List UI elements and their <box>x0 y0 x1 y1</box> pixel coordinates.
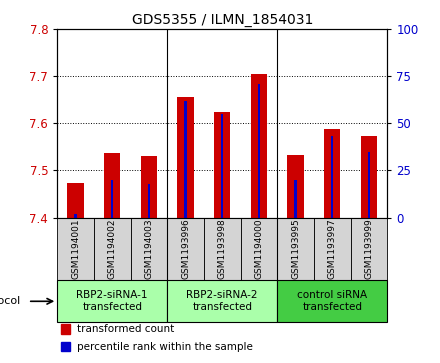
Text: RBP2-siRNA-1
transfected: RBP2-siRNA-1 transfected <box>77 290 148 312</box>
Text: control siRNA
transfected: control siRNA transfected <box>297 290 367 312</box>
Bar <box>167 280 277 322</box>
Bar <box>61 342 70 351</box>
Bar <box>57 217 94 280</box>
Text: GSM1194001: GSM1194001 <box>71 219 80 279</box>
Bar <box>184 101 187 217</box>
Bar <box>351 217 387 280</box>
Bar <box>287 155 304 217</box>
Bar <box>361 136 377 217</box>
Bar <box>177 97 194 217</box>
Text: GSM1193998: GSM1193998 <box>218 219 227 279</box>
Text: RBP2-siRNA-2
transfected: RBP2-siRNA-2 transfected <box>187 290 258 312</box>
Bar <box>141 156 157 217</box>
Bar <box>277 280 387 322</box>
Text: percentile rank within the sample: percentile rank within the sample <box>77 342 253 352</box>
Text: protocol: protocol <box>0 296 21 306</box>
Bar <box>324 129 341 217</box>
Bar <box>277 217 314 280</box>
Text: GSM1194000: GSM1194000 <box>254 219 264 279</box>
Bar <box>74 214 77 217</box>
Bar <box>67 183 84 217</box>
Text: GSM1193996: GSM1193996 <box>181 219 190 279</box>
Bar <box>294 180 297 217</box>
Bar <box>241 217 277 280</box>
Bar <box>221 114 224 217</box>
Text: GSM1194003: GSM1194003 <box>144 219 154 279</box>
Bar <box>214 111 231 217</box>
Bar <box>331 136 334 217</box>
Bar <box>204 217 241 280</box>
Text: GSM1194002: GSM1194002 <box>108 219 117 279</box>
Bar <box>94 217 131 280</box>
Text: transformed count: transformed count <box>77 324 174 334</box>
Text: GSM1193997: GSM1193997 <box>328 219 337 279</box>
Bar <box>257 84 260 217</box>
Bar <box>314 217 351 280</box>
Bar <box>57 280 167 322</box>
Title: GDS5355 / ILMN_1854031: GDS5355 / ILMN_1854031 <box>132 13 313 26</box>
Bar <box>131 217 167 280</box>
Bar <box>167 217 204 280</box>
Bar <box>61 324 70 334</box>
Text: GSM1193995: GSM1193995 <box>291 219 300 279</box>
Bar <box>111 180 114 217</box>
Bar <box>251 74 267 217</box>
Bar <box>147 184 150 217</box>
Bar <box>104 153 121 217</box>
Text: GSM1193999: GSM1193999 <box>364 219 374 279</box>
Bar <box>367 151 370 217</box>
